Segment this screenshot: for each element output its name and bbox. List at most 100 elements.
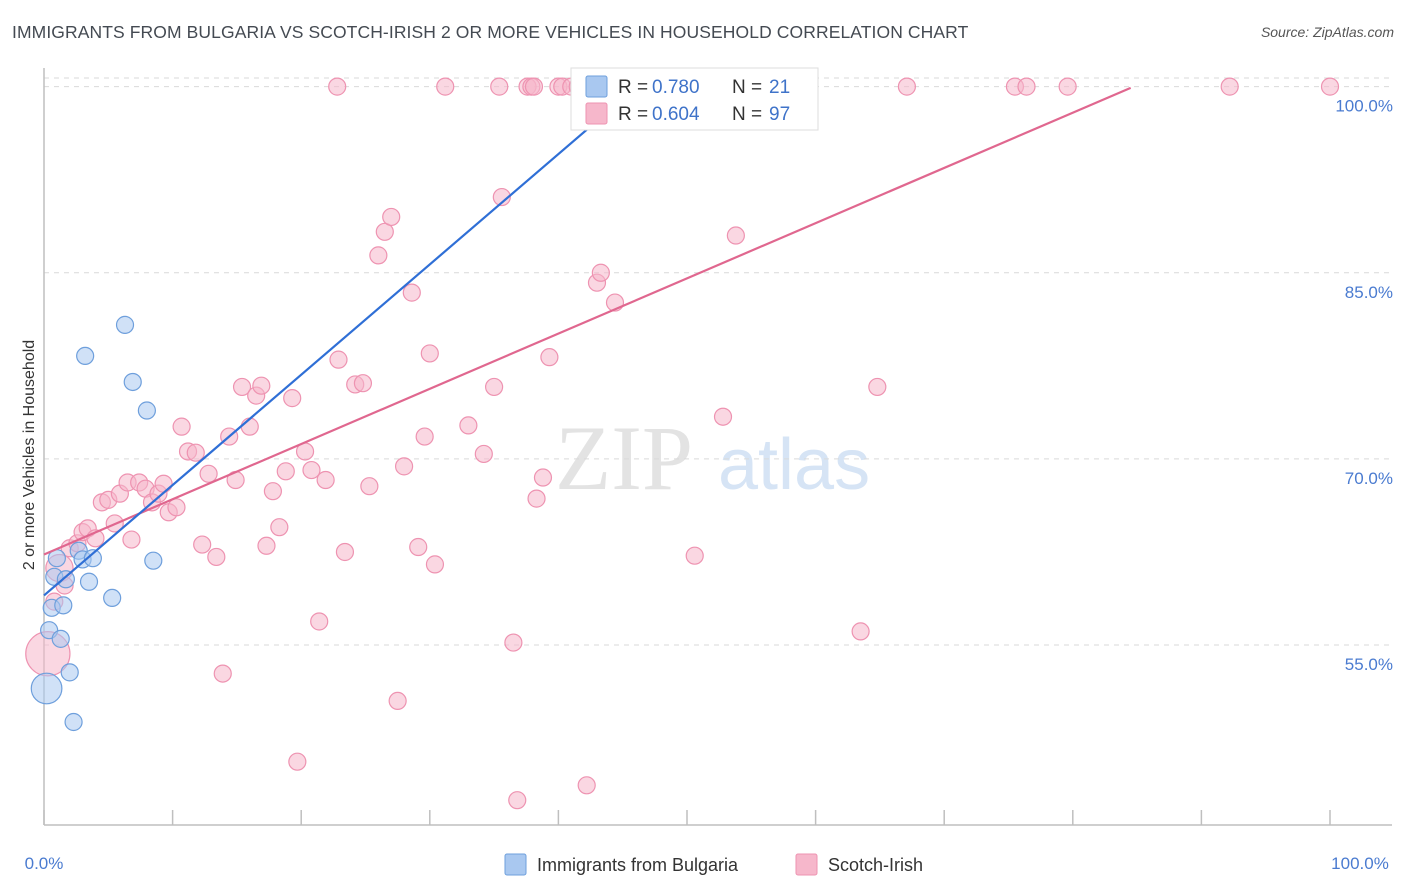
point-scotch-irish	[388, 691, 407, 711]
point-bulgaria	[144, 551, 163, 570]
point-scotch-irish	[213, 664, 232, 683]
point-scotch-irish	[436, 77, 455, 96]
point-scotch-irish	[329, 350, 348, 369]
point-bulgaria	[103, 588, 122, 608]
x-tick-label-min: 0.0%	[25, 854, 64, 873]
point-scotch-irish	[270, 518, 289, 537]
legend-r-label-bulgaria: R =	[618, 77, 648, 98]
point-scotch-irish	[591, 263, 610, 282]
point-scotch-irish	[302, 460, 321, 480]
point-scotch-irish	[257, 536, 276, 555]
point-scotch-irish	[369, 246, 388, 265]
point-scotch-irish	[154, 474, 173, 493]
point-bulgaria	[64, 712, 83, 732]
legend-r-label-scotch-irish: R =	[618, 104, 648, 125]
point-bulgaria	[137, 401, 156, 420]
series-legend: Immigrants from Bulgaria Scotch-Irish	[504, 853, 923, 876]
point-scotch-irish	[533, 468, 553, 487]
point-bulgaria	[51, 629, 70, 648]
legend-swatch-bulgaria	[585, 75, 608, 98]
legend-r-value-scotch-irish: 0.604	[652, 104, 700, 125]
point-scotch-irish	[420, 344, 439, 363]
x-tick-label-max: 100.0%	[1331, 854, 1389, 873]
legend-n-value-scotch-irish: 97	[769, 104, 790, 125]
point-scotch-irish	[459, 416, 478, 435]
point-scotch-irish	[425, 555, 445, 574]
point-scotch-irish	[492, 187, 511, 207]
point-scotch-irish	[288, 752, 307, 771]
point-scotch-irish	[685, 546, 704, 565]
point-bulgaria	[30, 672, 63, 705]
point-scotch-irish	[263, 482, 283, 501]
point-scotch-irish	[524, 77, 544, 96]
y-tick-label: 85.0%	[1345, 283, 1393, 302]
point-scotch-irish	[310, 612, 329, 631]
trend-lines	[43, 86, 1132, 597]
legend-n-value-bulgaria: 21	[769, 77, 790, 98]
point-scotch-irish	[868, 377, 887, 397]
bottom-legend-swatch-scotch-irish	[795, 853, 818, 876]
point-scotch-irish	[335, 542, 355, 562]
chart-title: IMMIGRANTS FROM BULGARIA VS SCOTCH-IRISH…	[12, 22, 969, 42]
point-scotch-irish	[402, 283, 421, 302]
point-scotch-irish	[172, 417, 191, 436]
point-scotch-irish	[283, 389, 302, 408]
point-scotch-irish	[394, 457, 414, 476]
point-scotch-irish	[167, 498, 186, 517]
point-scotch-irish	[897, 77, 917, 96]
watermark-zip: ZIP	[555, 407, 693, 509]
point-bulgaria	[54, 596, 73, 615]
y-tick-label: 70.0%	[1345, 469, 1393, 488]
point-scotch-irish	[474, 444, 493, 464]
point-scotch-irish	[353, 374, 373, 393]
point-scotch-irish	[1017, 77, 1036, 96]
point-scotch-irish	[328, 77, 347, 96]
point-scotch-irish	[240, 417, 259, 436]
point-scotch-irish	[726, 226, 745, 245]
stats-legend: R = 0.780 N = 21 R = 0.604 N = 97	[570, 67, 819, 131]
trend-line-bulgaria	[43, 87, 637, 597]
point-bulgaria	[83, 549, 102, 568]
point-bulgaria	[79, 572, 99, 591]
chart-source: Source: ZipAtlas.com	[1260, 24, 1394, 40]
point-scotch-irish	[316, 470, 335, 490]
point-scotch-irish	[382, 207, 401, 227]
point-scotch-irish	[193, 535, 212, 554]
point-scotch-irish	[276, 462, 295, 481]
point-scotch-irish	[577, 776, 596, 795]
point-scotch-irish	[851, 622, 870, 641]
point-scotch-irish	[199, 464, 218, 483]
point-scotch-irish	[409, 537, 428, 557]
point-bulgaria	[115, 315, 135, 334]
legend-swatch-scotch-irish	[585, 102, 608, 125]
grid	[44, 77, 1392, 646]
stats-legend-box	[570, 67, 819, 131]
point-scotch-irish	[527, 489, 546, 508]
legend-n-label-scotch-irish: N =	[732, 104, 762, 125]
point-scotch-irish	[186, 443, 205, 462]
point-scotch-irish	[232, 377, 252, 397]
bottom-legend-swatch-bulgaria	[504, 853, 527, 876]
point-bulgaria	[76, 346, 95, 366]
point-scotch-irish	[1058, 77, 1077, 96]
point-scotch-irish	[1220, 77, 1239, 96]
x-tick-labels: 0.0% 100.0%	[25, 854, 1389, 873]
point-bulgaria	[60, 663, 79, 682]
y-tick-label: 55.0%	[1345, 655, 1393, 674]
watermark: ZIP atlas	[555, 407, 870, 509]
y-tick-labels: 55.0% 70.0% 85.0% 100.0%	[1335, 97, 1393, 674]
legend-n-label-bulgaria: N =	[732, 77, 762, 98]
point-scotch-irish	[504, 633, 523, 652]
point-scotch-irish	[360, 477, 379, 496]
watermark-atlas: atlas	[718, 425, 870, 505]
legend-r-value-bulgaria: 0.780	[652, 77, 700, 98]
trend-line-scotch-irish	[43, 86, 1132, 556]
point-scotch-irish	[540, 348, 559, 367]
y-axis-label: 2 or more Vehicles in Household	[21, 340, 38, 570]
bottom-legend-label-scotch-irish: Scotch-Irish	[828, 855, 923, 875]
point-scotch-irish	[415, 427, 434, 446]
point-scotch-irish	[490, 77, 509, 96]
point-scotch-irish	[1320, 77, 1340, 96]
point-bulgaria	[123, 372, 142, 392]
